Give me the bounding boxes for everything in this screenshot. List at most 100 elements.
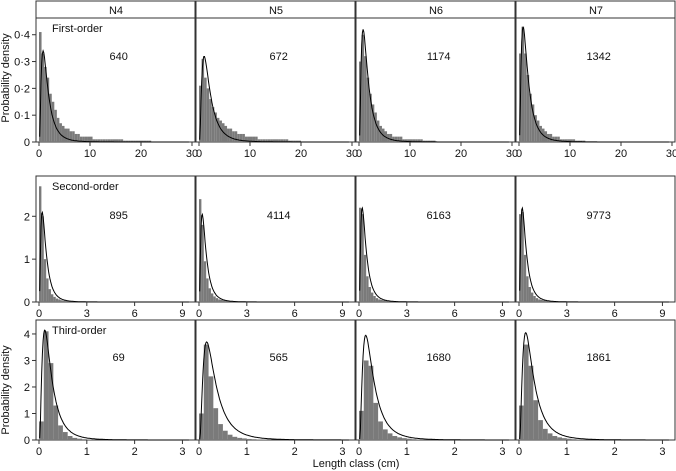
histogram-bar bbox=[82, 136, 85, 142]
histogram-bar bbox=[364, 56, 367, 142]
histogram-bar bbox=[141, 140, 144, 142]
histogram-bar bbox=[72, 131, 75, 142]
sample-size-label: 6163 bbox=[426, 210, 450, 222]
histogram-bar bbox=[43, 259, 47, 302]
x-tick-label: 9 bbox=[339, 308, 345, 320]
histogram-bar bbox=[288, 140, 291, 142]
sample-size-label: 9773 bbox=[586, 210, 610, 222]
histogram-bar bbox=[430, 140, 433, 142]
histogram-bar bbox=[252, 136, 256, 142]
y-tick-label: 0 bbox=[24, 137, 30, 149]
fitted-curve bbox=[519, 206, 669, 303]
x-tick-label: 3 bbox=[499, 446, 505, 458]
panel-first-order-N6: 1174 0 10 20 30 bbox=[355, 17, 518, 160]
x-tick-label: 30 bbox=[186, 148, 198, 160]
sample-size-label: 895 bbox=[110, 210, 128, 222]
histogram-bar bbox=[361, 214, 364, 302]
x-tick-label: 6 bbox=[132, 308, 138, 320]
histogram-bar bbox=[128, 140, 131, 142]
x-tick-label: 3 bbox=[564, 308, 570, 320]
histogram-bar bbox=[375, 298, 379, 302]
histogram-bar bbox=[46, 278, 49, 302]
histogram-bar bbox=[582, 140, 586, 142]
histogram-bar bbox=[120, 139, 124, 142]
histogram-bar bbox=[90, 136, 93, 142]
y-tick-label: 2 bbox=[24, 382, 30, 394]
histogram-bar bbox=[115, 139, 119, 142]
histogram-bar bbox=[410, 139, 413, 142]
histogram-bar bbox=[535, 298, 539, 302]
histogram-bar bbox=[549, 133, 553, 142]
histogram-bar bbox=[373, 296, 376, 302]
histogram-bar bbox=[411, 439, 417, 440]
panel-frame bbox=[195, 17, 356, 143]
x-tick-label: 6 bbox=[452, 308, 458, 320]
histogram-bar bbox=[237, 133, 240, 142]
histogram-bar bbox=[43, 331, 49, 440]
y-tick-label: 1 bbox=[24, 254, 30, 266]
histogram-bar bbox=[542, 428, 548, 440]
histogram-bar bbox=[283, 139, 286, 142]
x-tick-label: 9 bbox=[659, 308, 665, 320]
histogram-bar bbox=[542, 300, 546, 302]
histogram-bar bbox=[389, 133, 393, 142]
panel-frame bbox=[35, 319, 196, 441]
x-tick-label: 0 bbox=[516, 446, 522, 458]
histogram-bar bbox=[201, 224, 204, 302]
sample-size-label: 1342 bbox=[586, 51, 610, 63]
x-tick-label: 30 bbox=[506, 148, 518, 160]
histogram-bar bbox=[58, 299, 61, 302]
histogram-bar bbox=[206, 278, 209, 302]
x-tick-label: 1 bbox=[244, 446, 250, 458]
histogram-bar bbox=[528, 287, 531, 302]
histogram-bar bbox=[138, 140, 141, 142]
x-tick-label: 6 bbox=[612, 308, 618, 320]
histogram-bar bbox=[60, 300, 63, 302]
histogram-bar bbox=[214, 112, 217, 142]
histogram-bar bbox=[112, 139, 116, 142]
x-tick-label: 9 bbox=[499, 308, 505, 320]
histogram-bar bbox=[534, 115, 537, 142]
histogram-bar bbox=[526, 276, 529, 302]
histogram-bar bbox=[526, 74, 530, 142]
histogram-bar bbox=[529, 93, 532, 142]
histogram-bar bbox=[404, 139, 408, 142]
histogram-bar bbox=[239, 133, 243, 142]
histogram-bar bbox=[533, 296, 536, 302]
histogram-bar bbox=[412, 139, 416, 142]
x-axis-label: Length class (cm) bbox=[313, 458, 400, 470]
histogram-bar bbox=[521, 212, 524, 302]
histogram-bar bbox=[208, 288, 211, 302]
histogram-bar bbox=[363, 360, 369, 440]
x-tick-label: 10 bbox=[404, 148, 416, 160]
histogram-bar bbox=[67, 128, 70, 142]
histogram-bar bbox=[39, 32, 42, 142]
fitted-curve bbox=[199, 56, 349, 143]
panel-third-order-N5: 565 0 1 2 3 bbox=[195, 319, 356, 458]
x-tick-label: 3 bbox=[244, 308, 250, 320]
x-tick-label: 20 bbox=[295, 148, 307, 160]
fitted-curve bbox=[359, 29, 509, 143]
histogram-bar bbox=[272, 139, 276, 142]
histogram-bar bbox=[82, 439, 87, 440]
histogram-bar bbox=[250, 136, 253, 142]
histogram-bar bbox=[65, 300, 68, 302]
histogram-bar bbox=[545, 300, 548, 302]
histogram-bar bbox=[262, 139, 266, 142]
histogram-bar bbox=[416, 439, 422, 440]
histogram-bar bbox=[270, 139, 273, 142]
x-tick-label: 30 bbox=[346, 148, 358, 160]
histogram-bar bbox=[255, 136, 258, 142]
sample-size-label: 672 bbox=[270, 51, 288, 63]
sample-size-label: 1861 bbox=[586, 352, 610, 364]
histogram-bar bbox=[234, 131, 238, 142]
histogram-bar bbox=[97, 139, 101, 142]
histogram-bar bbox=[95, 139, 98, 142]
histogram-bar bbox=[110, 139, 113, 142]
sample-size-label: 69 bbox=[113, 352, 125, 364]
panel-third-order-N6: 1680 0 1 2 3 bbox=[355, 319, 516, 458]
histogram-bar bbox=[363, 254, 367, 302]
histogram-bar bbox=[227, 128, 230, 142]
histogram-bar bbox=[102, 139, 106, 142]
